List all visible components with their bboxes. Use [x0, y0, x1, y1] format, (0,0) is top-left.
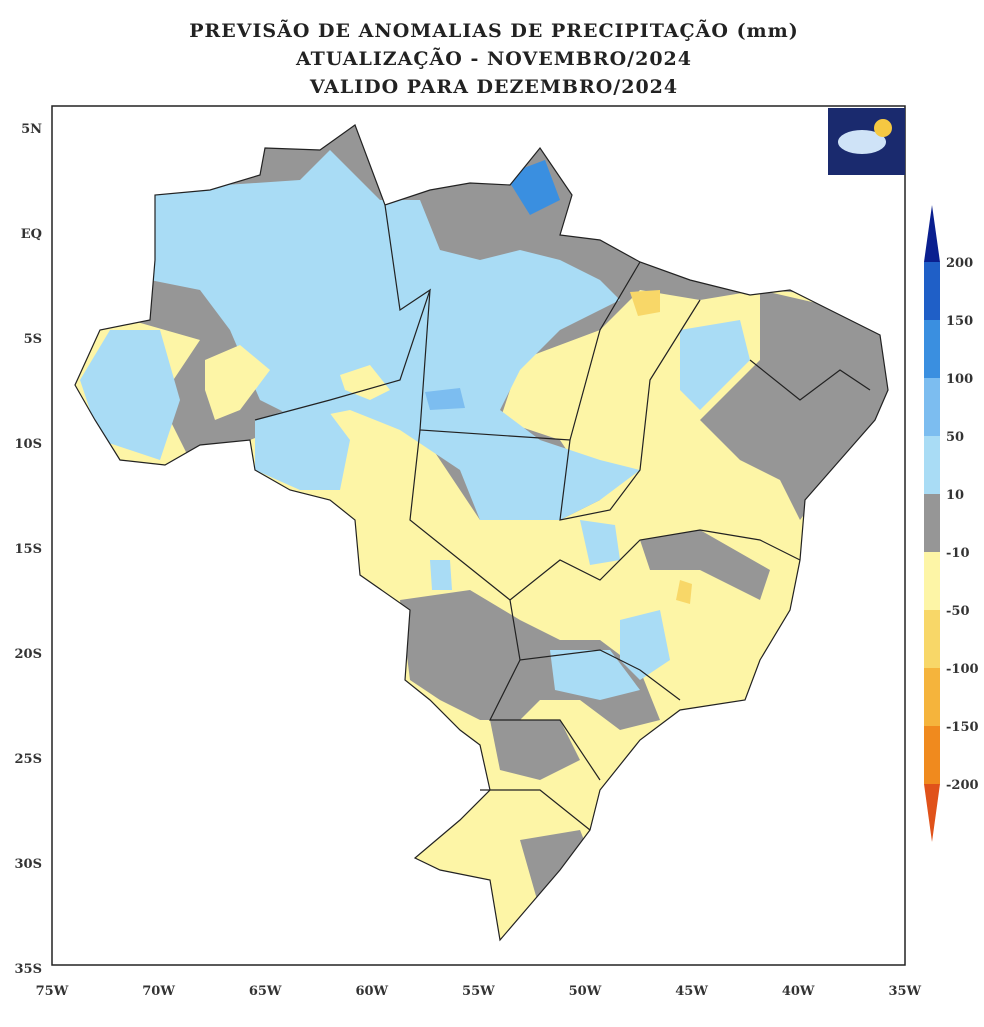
colorbar-segment: [924, 610, 940, 668]
colorbar-top: [924, 205, 940, 262]
colorbar-segment: [924, 668, 940, 726]
lat-label: 25S: [15, 752, 42, 767]
lat-label: 15S: [15, 542, 42, 557]
lon-label: 75W: [36, 984, 69, 999]
title-line: VALIDO PARA DEZEMBRO/2024: [309, 76, 678, 98]
colorbar-segment: [924, 436, 940, 494]
logo-cloud: [838, 130, 886, 154]
colorbar-label: -100: [946, 662, 979, 677]
colorbar-label: -200: [946, 778, 979, 793]
logo-sun: [874, 119, 892, 137]
lon-label: 45W: [675, 984, 708, 999]
lon-label: 60W: [355, 984, 388, 999]
colorbar-label: -10: [946, 546, 970, 561]
state-borders: [254, 204, 871, 831]
lon-label: 50W: [569, 984, 602, 999]
lat-label: 35S: [15, 962, 42, 977]
colorbar-segment: [924, 726, 940, 784]
lon-label: 35W: [888, 984, 921, 999]
lat-label: 5S: [24, 332, 42, 347]
colorbar-segment: [924, 320, 940, 378]
lon-label: 70W: [142, 984, 175, 999]
colorbar-label: 200: [946, 256, 973, 271]
colorbar-label: -150: [946, 720, 979, 735]
lon-label: 40W: [782, 984, 815, 999]
lon-label: 55W: [462, 984, 495, 999]
colorbar-segment: [924, 494, 940, 552]
colorbar-segment: [924, 378, 940, 436]
colorbar-label: 150: [946, 314, 973, 329]
colorbar-segment: [924, 552, 940, 610]
colorbar-segment: [924, 262, 940, 320]
colorbar-label: 100: [946, 372, 973, 387]
colorbar-bottom: [924, 784, 940, 842]
colorbar-label: 50: [946, 430, 964, 445]
lat-label: EQ: [21, 227, 42, 242]
colorbar: 200 150 100 50 10 -10 -50 -100 -150 -200: [924, 205, 979, 842]
lon-label: 65W: [249, 984, 282, 999]
lat-label: 20S: [15, 647, 42, 662]
title-line: ATUALIZAÇÃO - NOVEMBRO/2024: [295, 47, 692, 70]
colorbar-label: 10: [946, 488, 964, 503]
lat-label: 10S: [15, 437, 42, 452]
title-line: PREVISÃO DE ANOMALIAS DE PRECIPITAÇÃO (m…: [189, 19, 799, 42]
colorbar-label: -50: [946, 604, 970, 619]
lat-label: 30S: [15, 857, 42, 872]
lat-label: 5N: [21, 122, 42, 137]
